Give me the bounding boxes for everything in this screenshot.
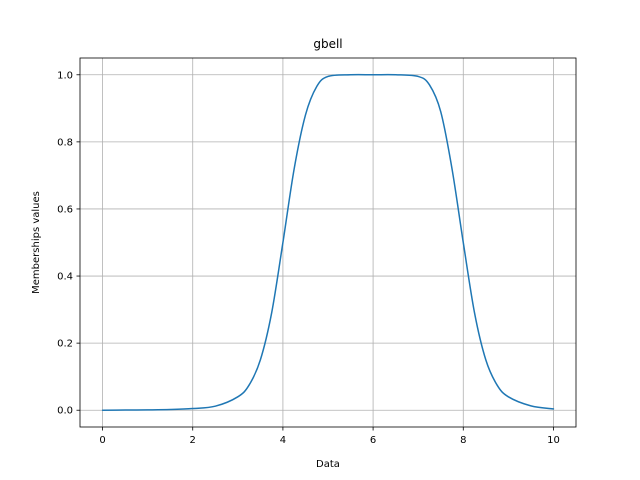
y-tick-label: 0.2 [57, 339, 73, 350]
x-axis: 0 2 4 6 8 10 [99, 427, 560, 446]
series-layer [101, 73, 555, 411]
data-point [147, 409, 148, 410]
series-line [101, 73, 555, 411]
data-point [530, 405, 531, 406]
y-axis: 0.0 0.2 0.4 0.6 0.8 1.0 [57, 70, 80, 417]
data-point [316, 86, 317, 87]
data-point [429, 84, 430, 85]
data-point [294, 168, 295, 169]
y-tick-label: 0.0 [57, 406, 73, 417]
y-tick-label: 0.8 [57, 137, 73, 148]
data-point [124, 409, 125, 410]
y-tick-label: 0.4 [57, 272, 73, 283]
data-point [553, 408, 554, 409]
data-point [271, 312, 272, 313]
data-point [474, 312, 475, 313]
y-axis-label: Memberships values [31, 191, 42, 294]
x-tick-label: 0 [99, 435, 105, 446]
x-tick-label: 8 [460, 435, 466, 446]
data-point [305, 114, 306, 115]
data-point [395, 74, 396, 75]
x-tick-label: 10 [547, 435, 560, 446]
data-point [102, 410, 103, 411]
data-point [496, 384, 497, 385]
data-point [237, 396, 238, 397]
data-point [508, 396, 509, 397]
data-point [327, 76, 328, 77]
y-tick-label: 0.6 [57, 204, 73, 215]
data-point [215, 406, 216, 407]
chart-title: gbell [313, 37, 342, 51]
data-point [451, 168, 452, 169]
x-tick-label: 6 [370, 435, 376, 446]
y-tick-label: 1.0 [57, 70, 73, 81]
data-point [418, 76, 419, 77]
x-tick-label: 2 [190, 435, 196, 446]
data-point [248, 384, 249, 385]
x-axis-label: Data [316, 459, 340, 470]
data-point [260, 359, 261, 360]
x-tick-label: 4 [280, 435, 286, 446]
data-point [282, 242, 283, 243]
data-point [463, 242, 464, 243]
data-point [350, 74, 351, 75]
data-point [485, 359, 486, 360]
data-point [170, 409, 171, 410]
data-point [372, 74, 373, 75]
plot-frame [79, 57, 577, 428]
data-point [192, 408, 193, 409]
data-point [440, 111, 441, 112]
